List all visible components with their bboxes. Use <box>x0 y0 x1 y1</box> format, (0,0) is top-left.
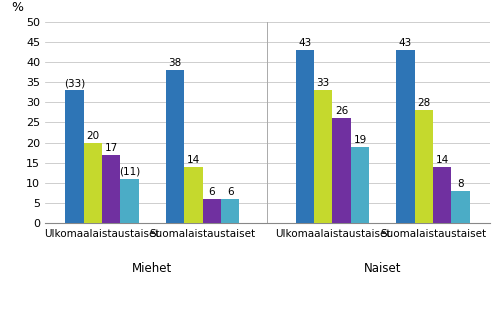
Text: 43: 43 <box>399 38 412 48</box>
Text: 19: 19 <box>354 135 366 144</box>
Text: 38: 38 <box>168 58 181 68</box>
Text: (33): (33) <box>64 78 85 88</box>
Bar <box>102 155 120 223</box>
Bar <box>314 90 332 223</box>
Bar <box>221 199 240 223</box>
Text: 14: 14 <box>187 155 200 165</box>
Bar <box>84 143 102 223</box>
Bar <box>202 199 221 223</box>
Bar <box>396 50 414 223</box>
Text: Miehet: Miehet <box>132 262 172 275</box>
Bar <box>332 118 351 223</box>
Text: 6: 6 <box>208 187 215 197</box>
Bar <box>414 110 433 223</box>
Bar <box>433 167 452 223</box>
Text: Naiset: Naiset <box>364 262 402 275</box>
Text: 20: 20 <box>86 131 100 140</box>
Bar <box>296 50 314 223</box>
Bar <box>351 147 369 223</box>
Bar <box>166 70 184 223</box>
Text: 43: 43 <box>298 38 312 48</box>
Text: 17: 17 <box>104 143 118 153</box>
Bar <box>120 179 139 223</box>
Text: 14: 14 <box>436 155 449 165</box>
Text: (11): (11) <box>119 167 140 177</box>
Text: %: % <box>12 1 24 14</box>
Text: 8: 8 <box>458 179 464 189</box>
Text: 28: 28 <box>417 98 430 108</box>
Bar <box>65 90 84 223</box>
Bar <box>184 167 203 223</box>
Text: 6: 6 <box>227 187 234 197</box>
Text: 26: 26 <box>335 106 348 116</box>
Text: 33: 33 <box>316 78 330 88</box>
Bar <box>452 191 470 223</box>
